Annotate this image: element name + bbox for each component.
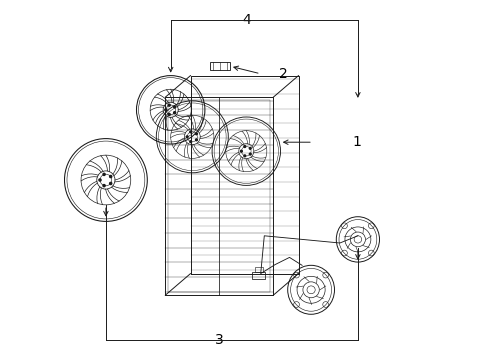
Circle shape — [168, 113, 170, 116]
Circle shape — [173, 106, 175, 108]
Circle shape — [173, 112, 175, 114]
Bar — [210, 62, 230, 70]
Bar — [254, 267, 263, 272]
Circle shape — [99, 179, 101, 181]
Circle shape — [109, 183, 112, 185]
Circle shape — [103, 185, 105, 187]
Circle shape — [240, 150, 242, 152]
Circle shape — [244, 155, 245, 157]
Circle shape — [189, 141, 191, 143]
Circle shape — [189, 131, 191, 133]
Circle shape — [168, 104, 170, 106]
Circle shape — [109, 175, 112, 177]
Circle shape — [244, 146, 245, 148]
Circle shape — [164, 109, 166, 111]
Text: 2: 2 — [278, 67, 287, 81]
Text: 1: 1 — [352, 135, 361, 149]
Circle shape — [103, 173, 105, 175]
Text: 3: 3 — [215, 333, 223, 347]
Text: 4: 4 — [242, 13, 250, 27]
Circle shape — [195, 133, 197, 135]
Circle shape — [195, 139, 197, 141]
Circle shape — [249, 147, 251, 149]
Circle shape — [249, 153, 251, 155]
Bar — [252, 272, 265, 279]
Circle shape — [186, 136, 188, 138]
